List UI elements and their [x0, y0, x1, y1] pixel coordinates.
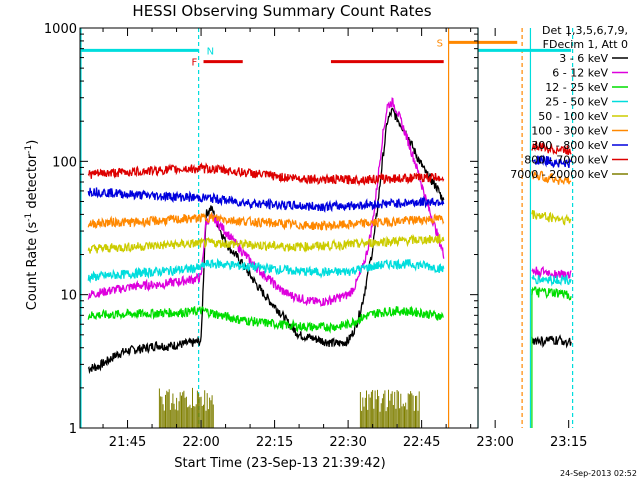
late-segment-6 [531, 286, 572, 301]
spike-cluster-0 [158, 387, 214, 428]
legend-header-line: Det 1,3,5,6,7,9, [542, 24, 628, 37]
y-tick-label: 1000 [44, 22, 77, 37]
x-tick-label: 23:15 [550, 435, 587, 450]
plot-frame [79, 27, 479, 429]
y-axis-label: Count Rate (s-1 detector-1) [24, 140, 40, 311]
x-tick-label: 22:30 [329, 435, 366, 450]
legend-label: 12 - 25 keV [545, 81, 608, 94]
x-tick-label: 23:00 [476, 435, 513, 450]
flag-label-F: F [192, 58, 198, 69]
y-label-main: Count Rate (s [25, 222, 40, 311]
legend-label: 800 - 7000 keV [524, 154, 608, 167]
flag-label-N: N [207, 46, 214, 57]
spike-cluster-1 [359, 389, 420, 428]
svg-text:Count Rate (s-1 detector-1): Count Rate (s-1 detector-1) [24, 140, 40, 311]
x-tick-label: 22:45 [403, 435, 440, 450]
legend: Det 1,3,5,6,7,9,FDecim 1, Att 03 - 6 keV… [510, 24, 628, 181]
chart-title: HESSI Observing Summary Count Rates [132, 2, 431, 20]
plot-area: NF S [80, 28, 574, 428]
legend-label: 25 - 50 keV [545, 96, 608, 109]
legend-label: 3 - 6 keV [559, 52, 608, 65]
x-tick-label: 22:00 [182, 435, 219, 450]
y-label-sup2: -1 [24, 145, 34, 154]
y-label-sup1: -1 [24, 213, 34, 222]
axes: 1 10 100 1000 21:45 22:00 22:15 22:30 22:45 23:00… [44, 22, 588, 450]
late-segment-5 [531, 274, 572, 287]
x-tick-label: 21:45 [109, 435, 146, 450]
legend-label: 50 - 100 keV [538, 110, 608, 123]
flag-label-S: S [437, 38, 443, 49]
legend-header-line: FDecim 1, Att 0 [543, 38, 628, 51]
y-label-mid: detector [25, 153, 40, 213]
series-line-3 [87, 257, 445, 284]
series-line-5 [87, 211, 445, 231]
timestamp-label: 24-Sep-2013 02:52 [560, 469, 637, 478]
x-axis-label: Start Time (23-Sep-13 21:39:42) [174, 456, 385, 471]
series-line-2 [87, 305, 444, 334]
series-line-0 [87, 107, 445, 375]
late-segment-7 [531, 334, 572, 349]
series-line-6 [87, 187, 445, 213]
y-tick-label: 100 [52, 155, 77, 170]
series-line-4 [87, 233, 445, 254]
series-line-1 [87, 97, 445, 307]
legend-label: 300 - 800 keV [531, 139, 608, 152]
legend-label: 6 - 12 keV [552, 67, 608, 80]
y-label-end: ) [25, 140, 40, 145]
y-tick-label: 10 [60, 289, 77, 304]
late-segment-0 [531, 140, 572, 156]
x-tick-label: 22:15 [256, 435, 293, 450]
late-segment-2 [531, 170, 572, 186]
y-tick-label: 1 [69, 422, 77, 437]
late-segment-1 [531, 154, 572, 169]
series-line-7 [87, 161, 445, 187]
late-segment-3 [531, 209, 572, 226]
legend-label: 7000 - 20000 keV [510, 168, 608, 181]
legend-label: 100 - 300 keV [531, 125, 608, 138]
